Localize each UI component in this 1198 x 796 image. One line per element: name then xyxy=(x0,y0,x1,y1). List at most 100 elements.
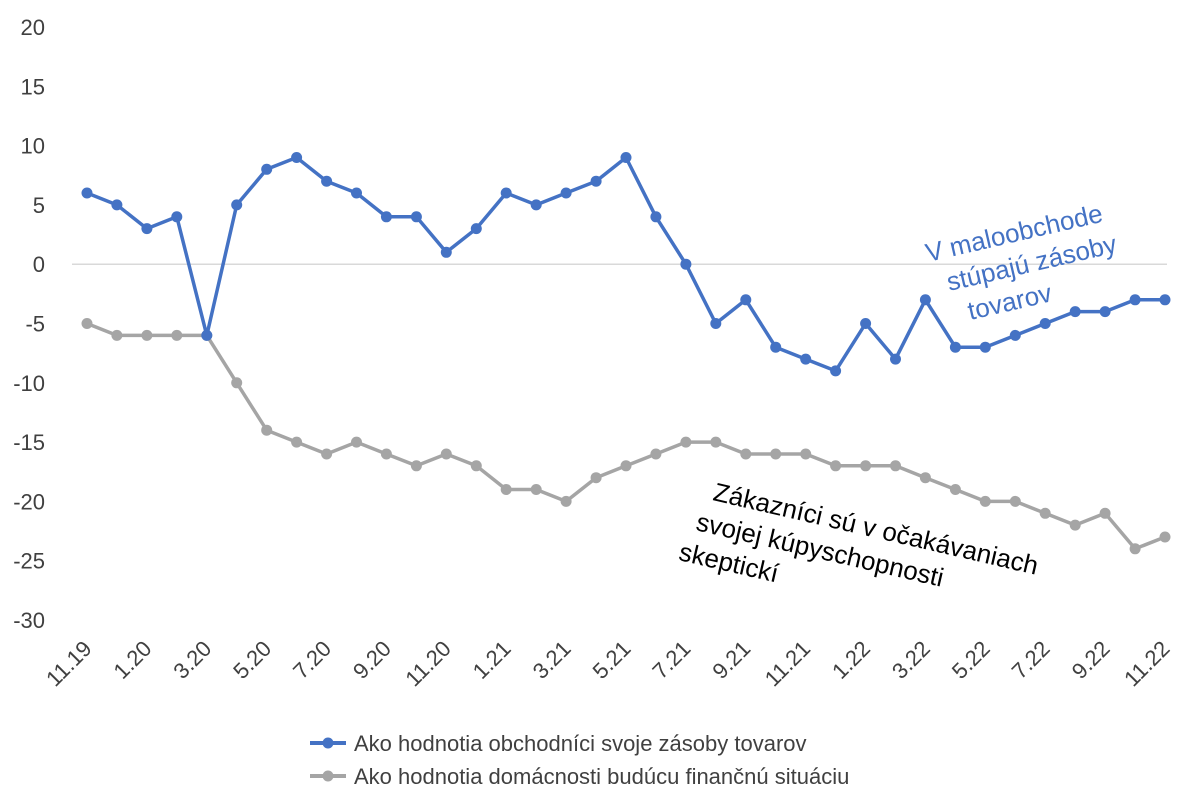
series-layer xyxy=(81,152,1171,555)
data-point xyxy=(231,377,243,389)
data-point xyxy=(560,495,572,507)
y-tick-label: 20 xyxy=(21,15,45,40)
data-point xyxy=(800,353,812,365)
y-axis-ticks: 20 15 10 5 0 -5 -10 -15 -20 -25 -30 xyxy=(13,15,45,633)
data-point xyxy=(890,460,901,472)
y-tick-label: 5 xyxy=(33,193,45,218)
data-point xyxy=(590,175,602,187)
x-tick-label: 11.22 xyxy=(1119,636,1174,691)
y-tick-label: -5 xyxy=(25,312,45,337)
data-point xyxy=(890,353,901,365)
y-tick-label: 10 xyxy=(21,134,45,159)
legend-label-retail: Ako hodnotia obchodníci svoje zásoby tov… xyxy=(354,731,807,756)
data-point xyxy=(1069,519,1081,531)
data-point xyxy=(470,223,482,235)
series-retail-stock xyxy=(81,152,1171,377)
data-point xyxy=(410,211,422,223)
data-point xyxy=(860,318,872,329)
data-point xyxy=(1009,329,1021,341)
legend-item-households: Ako hodnotia domácnosti budúcu finančnú … xyxy=(310,764,849,789)
data-point xyxy=(440,448,452,460)
data-point xyxy=(979,495,991,507)
data-point xyxy=(740,448,752,460)
data-point xyxy=(919,294,931,306)
data-point xyxy=(770,341,782,353)
data-point xyxy=(830,365,842,377)
series-line xyxy=(86,321,1166,551)
data-point xyxy=(111,199,123,211)
data-point xyxy=(291,152,303,163)
data-point xyxy=(620,152,632,163)
data-point xyxy=(949,484,961,495)
data-point xyxy=(650,211,662,223)
data-point xyxy=(81,187,93,199)
x-tick-label: 3.20 xyxy=(168,636,216,684)
x-tick-label: 1.21 xyxy=(468,636,516,684)
data-point xyxy=(410,460,422,472)
data-point xyxy=(111,329,123,341)
data-point xyxy=(1099,507,1111,519)
y-tick-label: 0 xyxy=(33,252,45,277)
data-point xyxy=(81,318,93,329)
data-point xyxy=(1099,306,1111,318)
data-point xyxy=(500,484,512,495)
data-point xyxy=(560,187,572,199)
data-point xyxy=(680,436,692,448)
x-tick-label: 7.21 xyxy=(647,636,695,684)
data-point xyxy=(800,448,812,460)
x-tick-label: 5.20 xyxy=(228,636,276,684)
x-axis-ticks: 11.19 1.20 3.20 5.20 7.20 9.20 11.20 1.21 3.21 5.… xyxy=(41,636,1174,691)
data-point xyxy=(949,341,961,353)
data-point xyxy=(740,294,752,306)
data-point xyxy=(1129,543,1141,555)
legend: Ako hodnotia obchodníci svoje zásoby tov… xyxy=(310,731,849,789)
data-point xyxy=(530,484,542,495)
data-point xyxy=(770,448,782,460)
x-tick-label: 11.20 xyxy=(400,636,455,691)
data-point xyxy=(680,258,692,270)
x-tick-label: 11.19 xyxy=(41,636,96,691)
data-point xyxy=(830,460,842,472)
data-point xyxy=(440,246,452,258)
y-tick-label: -30 xyxy=(13,608,45,633)
x-tick-label: 9.20 xyxy=(348,636,396,684)
data-point xyxy=(470,460,482,472)
data-point xyxy=(261,424,273,436)
data-point xyxy=(710,436,722,448)
data-point xyxy=(1069,306,1081,318)
y-tick-label: -25 xyxy=(13,549,45,574)
data-point xyxy=(321,175,333,187)
data-point xyxy=(530,199,542,211)
data-point xyxy=(171,211,183,223)
data-point xyxy=(171,329,183,341)
data-point xyxy=(1009,495,1021,507)
x-tick-label: 1.22 xyxy=(827,636,875,684)
x-tick-label: 11.21 xyxy=(760,636,815,691)
x-tick-label: 5.22 xyxy=(947,636,995,684)
y-tick-label: 15 xyxy=(21,74,45,99)
data-point xyxy=(1129,294,1141,306)
data-point xyxy=(1039,318,1051,329)
y-tick-label: -15 xyxy=(13,430,45,455)
legend-marker-retail xyxy=(322,737,334,749)
data-point xyxy=(860,460,872,472)
x-tick-label: 3.21 xyxy=(528,636,576,684)
data-point xyxy=(500,187,512,199)
x-tick-label: 5.21 xyxy=(588,636,636,684)
y-tick-label: -10 xyxy=(13,371,45,396)
data-point xyxy=(351,187,362,199)
data-point xyxy=(1159,531,1171,543)
data-point xyxy=(351,436,362,448)
data-point xyxy=(620,460,632,472)
x-tick-label: 9.21 xyxy=(707,636,755,684)
data-point xyxy=(141,329,153,341)
data-point xyxy=(710,318,722,329)
data-point xyxy=(1039,507,1051,519)
legend-marker-households xyxy=(322,770,334,782)
data-point xyxy=(380,448,392,460)
legend-item-retail: Ako hodnotia obchodníci svoje zásoby tov… xyxy=(310,731,807,756)
x-tick-label: 9.22 xyxy=(1067,636,1115,684)
data-point xyxy=(979,341,991,353)
data-point xyxy=(1159,294,1171,306)
